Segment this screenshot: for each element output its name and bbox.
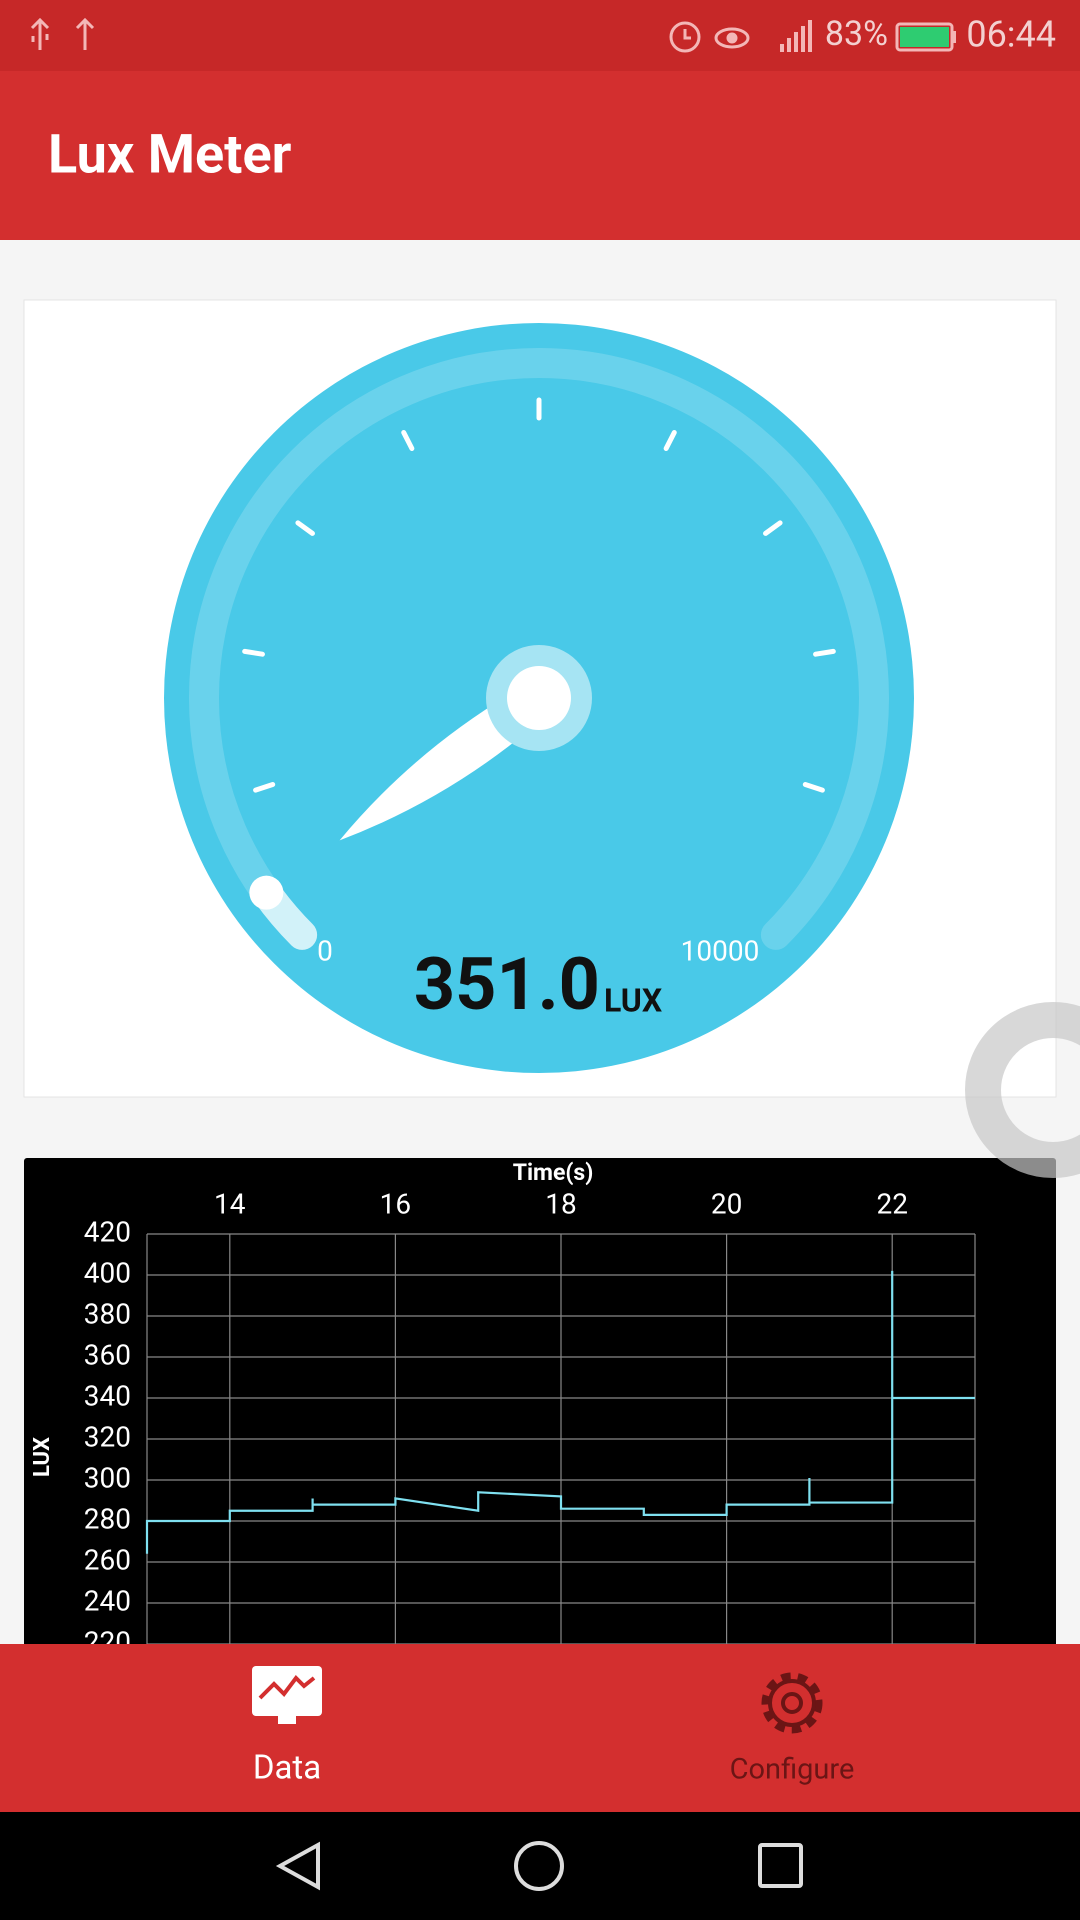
y-tick-label: 360 <box>84 1338 131 1371</box>
chart-card <box>24 1158 1056 1718</box>
gauge-tick <box>401 429 415 452</box>
y-tick-label: 380 <box>84 1297 131 1330</box>
y-tick-label: 280 <box>84 1502 131 1535</box>
gauge-value: 351.0 <box>414 942 600 1027</box>
gauge-tick <box>763 520 783 536</box>
signal-icon <box>780 20 812 52</box>
gauge-max-label: 10000 <box>681 934 760 967</box>
y-tick-label: 300 <box>84 1461 131 1494</box>
gauge-tick <box>663 429 677 452</box>
gauge-knob <box>249 875 284 910</box>
x-tick-label: 18 <box>545 1187 576 1220</box>
gauge-tick <box>802 782 825 793</box>
gear-icon <box>768 1679 816 1727</box>
status-icons <box>30 17 750 53</box>
gauge-tick <box>242 648 265 657</box>
y-tick-label: 260 <box>84 1543 131 1576</box>
gauge-track <box>189 348 889 950</box>
app-bar <box>0 71 1080 240</box>
data-icon-stand <box>278 1716 296 1724</box>
y-axis-title: LUX <box>30 1437 55 1477</box>
gauge-tick <box>295 520 315 536</box>
gauge: 0 10000 351.0 LUX <box>164 323 914 1073</box>
x-tick-label: 16 <box>380 1187 411 1220</box>
gear-teeth <box>761 1672 823 1734</box>
nav-label: Data <box>253 1749 321 1788</box>
system-buttons[interactable] <box>275 1841 803 1891</box>
y-tick-label: 420 <box>84 1215 131 1248</box>
y-tick-label: 320 <box>84 1420 131 1453</box>
gauge-unit: LUX <box>604 981 662 1019</box>
gauge-tick <box>813 648 836 657</box>
x-tick-label: 14 <box>214 1187 246 1220</box>
gauge-tick <box>253 782 276 793</box>
nav-label: Configure <box>730 1753 855 1787</box>
gauge-min-label: 0 <box>317 934 333 967</box>
gauge-hub <box>507 666 571 730</box>
system-nav <box>0 1812 1080 1920</box>
y-tick-label: 340 <box>84 1379 131 1412</box>
app-title: Lux Meter <box>48 123 292 186</box>
configure-tab[interactable]: Configure <box>730 1672 855 1787</box>
floating-button[interactable] <box>965 1002 1080 1178</box>
battery-text: 83% <box>825 14 888 54</box>
clock: 06:44 <box>966 14 1056 56</box>
data-tab[interactable]: Data <box>252 1666 322 1788</box>
battery-icon <box>895 22 956 52</box>
x-tick-label: 22 <box>876 1187 907 1220</box>
gear-hub <box>781 1692 803 1714</box>
data-icon-line <box>258 1674 316 1700</box>
data-line <box>145 1270 975 1554</box>
y-tick-label: 240 <box>84 1584 131 1617</box>
x-tick-label: 20 <box>711 1187 742 1220</box>
bottom-nav <box>0 1644 1080 1812</box>
x-axis-title: Time(s) <box>513 1159 594 1186</box>
y-tick-label: 400 <box>84 1256 131 1289</box>
